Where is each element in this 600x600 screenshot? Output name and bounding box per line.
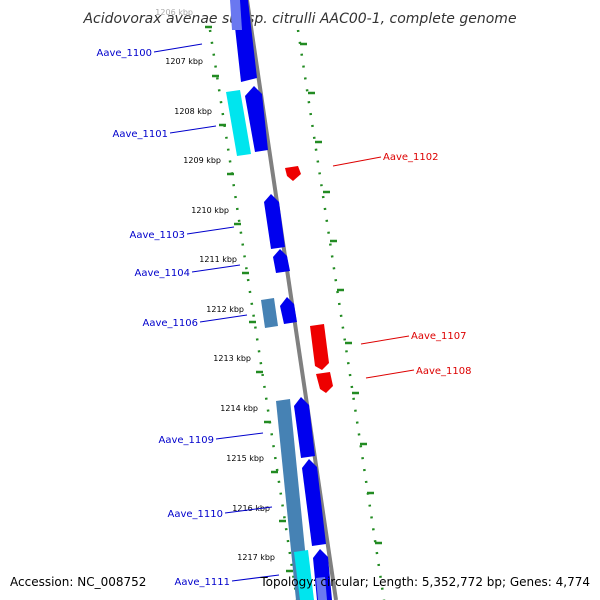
gene-label-aave1109[interactable]: Aave_1109 [159,435,215,446]
gene-label-aave1104[interactable]: Aave_1104 [135,268,191,279]
kbp-label: 1215 kbp [226,454,264,463]
kbp-label: 1216 kbp [232,504,270,513]
kbp-label: 1210 kbp [191,206,229,215]
accession-text: Accession: NC_008752 [10,575,146,589]
gene-label-aave1107[interactable]: Aave_1107 [411,331,467,342]
gene-block-aave1101 [245,86,268,152]
gene-label-aave1102[interactable]: Aave_1102 [383,152,439,163]
cds-block-aave1111 [294,550,314,600]
kbp-label: 1217 kbp [237,553,275,562]
gene-block-aave1104 [273,249,290,273]
kbp-label: 1208 kbp [174,107,212,116]
gene-block-aave1106 [280,297,297,324]
inner-major-ticks [205,25,293,573]
left-label-leaders [153,43,280,582]
gene-block-aave1110 [302,459,326,546]
gene-label-aave1110[interactable]: Aave_1110 [168,509,224,520]
kbp-label: 1209 kbp [183,156,221,165]
genome-title: Acidovorax avenae subsp. citrulli AAC00-… [82,11,516,27]
outer-tick-ring [296,29,386,600]
kbp-label: 1211 kbp [199,255,237,264]
gene-block-aave1103 [264,194,285,249]
steel-block-aave1106 [261,298,278,328]
steel-block-aave1109 [276,399,310,600]
gene-block-aave1108 [316,372,333,393]
kbp-label: 1206 kbp [155,8,193,17]
kbp-label: 1207 kbp [165,57,203,66]
right-label-leaders [332,156,415,379]
kbp-label: 1214 kbp [220,404,258,413]
gene-label-aave1101[interactable]: Aave_1101 [113,129,169,140]
gene-block-aave1111-highlight [316,577,327,600]
gene-label-aave1100[interactable]: Aave_1100 [97,48,153,59]
gene-label-aave1106[interactable]: Aave_1106 [143,318,199,329]
gene-label-aave1111[interactable]: Aave_1111 [175,577,231,588]
topology-text: Topology: circular; Length: 5,352,772 bp… [259,575,590,589]
cds-block-aave1101 [226,90,251,156]
gene-label-aave1108[interactable]: Aave_1108 [416,366,472,377]
gene-block-aave1107 [310,324,329,370]
kbp-label: 1213 kbp [213,354,251,363]
gene-block-aave1100-highlight [230,0,242,30]
gene-label-aave1103[interactable]: Aave_1103 [130,230,186,241]
outer-major-ticks [300,42,382,545]
kbp-label: 1212 kbp [206,305,244,314]
gene-block-aave1102 [285,166,301,181]
gene-block-aave1109 [294,397,315,458]
